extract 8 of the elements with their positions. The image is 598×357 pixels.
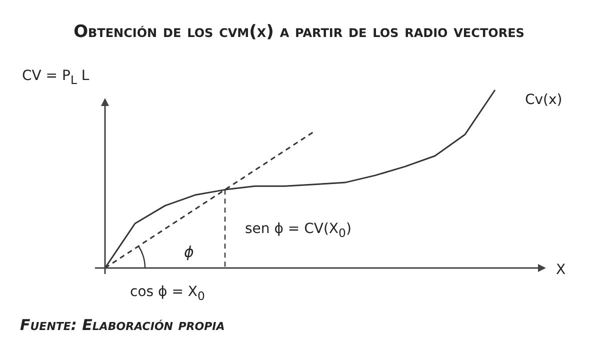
source-note: Fuente: Elaboración propia — [20, 316, 225, 334]
annotation: sen ϕ = CV(X$_{0}$) — [245, 221, 352, 240]
annotation: ϕ — [184, 243, 194, 261]
chart-title: Obtención de los cvm(x) a partir de los radio vectores — [72, 22, 526, 42]
text: Cv(x) — [525, 92, 562, 108]
y-axis-title: CV = P$_{L}$ L — [22, 68, 90, 87]
x-axis-title: X — [556, 262, 566, 278]
text: cos ϕ = X$_{0}$ — [130, 284, 205, 303]
